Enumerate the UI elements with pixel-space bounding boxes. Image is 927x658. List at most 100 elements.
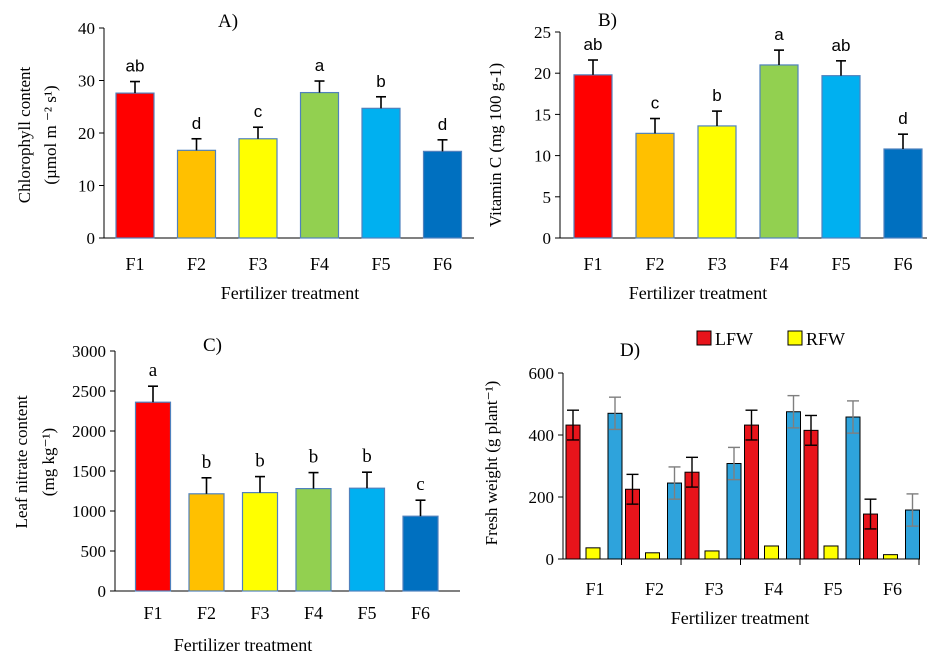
x-tick-label: F1: [143, 603, 162, 623]
panel-title: C): [203, 335, 222, 356]
bar-f4: [759, 64, 799, 239]
x-axis-label: Fertilizer treatment: [629, 283, 767, 303]
y-tick-label: 400: [529, 426, 555, 445]
y-tick-label: 15: [534, 105, 551, 124]
x-axis-label: Fertilizer treatment: [221, 283, 359, 303]
bar-f4: [295, 488, 332, 592]
bar-f5-s2: [823, 545, 839, 560]
significance-letter: ab: [584, 35, 603, 54]
significance-letter: b: [255, 451, 265, 472]
bar-f3: [238, 138, 278, 239]
y-tick-label: 20: [534, 64, 551, 83]
x-tick-label: F3: [707, 254, 726, 274]
bar-f2: [188, 493, 225, 592]
y-tick-label: 30: [78, 72, 95, 91]
y-axis-label-line2: (mg kg⁻¹): [39, 428, 58, 496]
y-tick-label: 3000: [72, 342, 106, 361]
legend-label-rfw: RFW: [806, 329, 845, 349]
significance-letter: b: [712, 86, 721, 105]
legend-swatch-rfw: [787, 330, 803, 346]
y-tick-label: 0: [543, 229, 552, 248]
x-tick-label: F3: [248, 254, 267, 274]
significance-letter: d: [898, 109, 907, 128]
x-tick-label: F4: [304, 603, 323, 623]
y-tick-label: 0: [98, 582, 107, 601]
chart-panel-d: 0 200 400 600 D) Fertilizer treatment Fresh we…: [482, 329, 920, 628]
x-tick-label: F3: [250, 603, 269, 623]
x-tick-label: F6: [411, 603, 430, 623]
significance-letter: b: [376, 72, 385, 91]
bar-f2: [635, 132, 675, 239]
significance-letter: a: [774, 25, 784, 44]
significance-letter: b: [309, 447, 319, 468]
y-tick-label: 600: [529, 364, 555, 383]
x-tick-label: F1: [585, 579, 604, 599]
bar-f1: [134, 401, 172, 592]
x-tick-label: F6: [893, 254, 912, 274]
y-tick-label: 2000: [72, 422, 106, 441]
bar-f5: [821, 75, 861, 239]
legend: LFW RFW: [696, 329, 845, 349]
y-axis-label: Vitamin C (mg 100 g-1): [486, 63, 505, 227]
y-tick-label: 1500: [72, 462, 106, 481]
bar-f6: [883, 148, 923, 239]
y-tick-label: 500: [81, 542, 107, 561]
x-tick-label: F5: [823, 579, 842, 599]
bar-f1: [573, 74, 613, 239]
significance-letter: a: [315, 56, 325, 75]
bar-f1: [115, 92, 155, 239]
x-tick-label: F4: [764, 579, 783, 599]
y-tick-label: 5: [543, 188, 552, 207]
x-tick-label: F6: [433, 254, 452, 274]
x-tick-label: F5: [371, 254, 390, 274]
chart-panel-c: 0 500 1000 1500 2000 2500 3000 C) Fertilizer tre…: [12, 335, 460, 655]
y-tick-label: 10: [78, 177, 95, 196]
x-tick-label: F1: [125, 254, 144, 274]
legend-swatch-lfw: [696, 330, 712, 346]
y-tick-label: 1000: [72, 502, 106, 521]
significance-letter: d: [438, 115, 447, 134]
bar-f6: [422, 150, 463, 239]
bar-f2: [176, 149, 217, 239]
significance-letter: ab: [832, 36, 851, 55]
bar-f5-s1: [803, 429, 819, 560]
bar-f6: [402, 515, 439, 592]
x-tick-label: F3: [704, 579, 723, 599]
y-tick-label: 20: [78, 124, 95, 143]
bar-f1-s1: [565, 424, 581, 560]
panel-title: B): [598, 10, 617, 31]
chart-panel-b: 0 5 10 15 20 25 B) Fertilizer treatment Vitamin …: [486, 10, 927, 303]
bar-f5: [348, 487, 386, 592]
panel-title: A): [218, 11, 238, 32]
x-tick-label: F2: [645, 579, 664, 599]
y-tick-label: 10: [534, 147, 551, 166]
bar-f4-s3: [786, 411, 801, 560]
y-tick-label: 25: [534, 23, 551, 42]
y-tick-label: 200: [529, 488, 555, 507]
significance-letter: a: [149, 360, 158, 381]
x-axis-label: Fertilizer treatment: [671, 608, 809, 628]
significance-letter: c: [254, 102, 263, 121]
bar-f4-s1: [744, 424, 759, 560]
x-tick-label: F2: [187, 254, 206, 274]
bar-f1-s2: [585, 547, 601, 560]
bar-f2-s2: [645, 552, 660, 560]
significance-letter: c: [416, 474, 424, 495]
x-tick-label: F4: [310, 254, 329, 274]
bar-f3: [697, 125, 737, 239]
bar-f5: [361, 107, 401, 239]
y-axis-label-line1: Leaf nitrate content: [12, 395, 31, 528]
significance-letter: b: [202, 452, 212, 473]
bar-f1-s3: [607, 412, 623, 560]
bar-f4: [299, 91, 340, 239]
y-axis-label-line1: Chlorophyll content: [15, 67, 34, 204]
y-tick-label: 2500: [72, 382, 106, 401]
y-axis-label-line2: (µmol m ⁻² s¹): [41, 85, 60, 184]
y-tick-label: 0: [87, 229, 96, 248]
bar-f3: [241, 492, 279, 592]
y-tick-label: 40: [78, 19, 95, 38]
y-tick-label: 0: [546, 550, 555, 569]
bar-f3-s2: [704, 550, 720, 560]
x-tick-label: F1: [583, 254, 602, 274]
